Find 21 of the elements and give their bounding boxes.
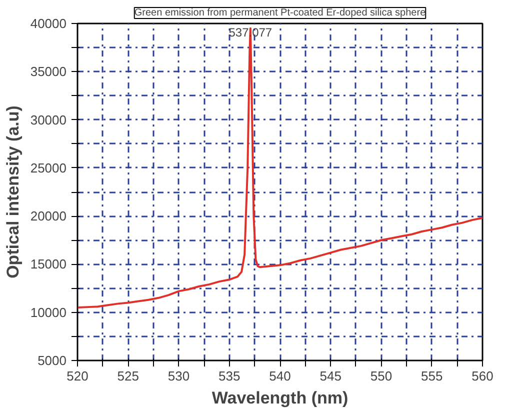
y-axis-title: Optical intensity (a.u) <box>3 106 22 278</box>
chart-title: Green emission from permanent Pt-coated Er-doped silica sphere <box>134 8 426 18</box>
y-tick-label: 25000 <box>30 160 67 176</box>
y-tick-label: 15000 <box>30 256 67 272</box>
x-tick-label: 540 <box>269 368 291 384</box>
x-tick-label: 535 <box>218 368 240 384</box>
y-tick-label: 35000 <box>30 64 67 80</box>
y-tick-label: 40000 <box>30 16 67 31</box>
y-tick-label: 5000 <box>38 353 66 368</box>
y-tick-label: 30000 <box>30 112 67 128</box>
x-tick-label: 555 <box>421 368 443 384</box>
x-tick-label: 545 <box>320 368 342 384</box>
y-tick-label: 20000 <box>30 208 67 224</box>
x-tick-label: 550 <box>370 368 392 384</box>
x-tick-label: 520 <box>66 368 88 384</box>
x-axis-title: Wavelength (nm) <box>212 388 348 408</box>
x-tick-label: 530 <box>168 368 190 384</box>
line-series <box>78 27 482 309</box>
x-tick-label: 560 <box>472 368 494 384</box>
y-tick-label: 10000 <box>30 304 67 320</box>
x-tick-label: 525 <box>117 368 139 384</box>
